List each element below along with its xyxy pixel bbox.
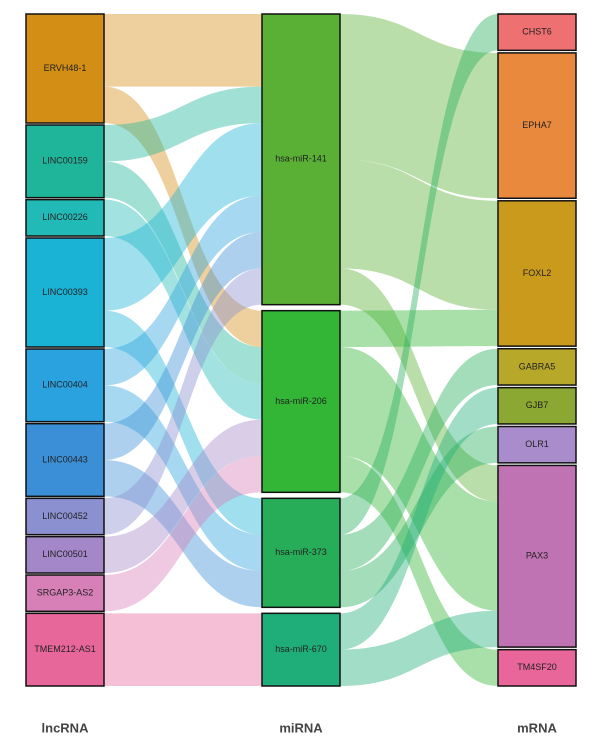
flow	[104, 456, 262, 612]
node-label: TM4SF20	[517, 662, 557, 672]
node	[261, 309, 341, 494]
node	[497, 464, 577, 648]
flow	[104, 460, 262, 608]
flow	[104, 385, 262, 571]
node-label: EPHA7	[522, 120, 552, 130]
node	[25, 574, 105, 613]
node	[497, 648, 577, 687]
node-label: LINC00452	[42, 511, 88, 521]
flow	[104, 123, 262, 311]
node-label: hsa-miR-670	[275, 644, 327, 654]
node-label: LINC00393	[42, 287, 88, 297]
flow	[340, 387, 498, 650]
node-label: TMEM212-AS1	[34, 644, 96, 654]
node	[25, 237, 105, 348]
nodes: ERVH48-1 LINC00159 LINC00226 LINC00393 LINC0…	[25, 13, 577, 687]
node	[25, 348, 105, 423]
node	[261, 497, 341, 609]
flow	[340, 14, 498, 199]
flow	[340, 610, 498, 686]
node-label: LINC00404	[42, 380, 88, 390]
node-label: LINC00159	[42, 156, 88, 166]
flow	[340, 268, 498, 502]
flow	[340, 14, 498, 535]
node-label: CHST6	[522, 27, 552, 37]
flow	[340, 347, 498, 611]
node	[497, 347, 577, 386]
node	[497, 13, 577, 52]
flow	[340, 348, 498, 571]
node	[497, 200, 577, 347]
flow	[104, 613, 262, 686]
node-label: FOXL2	[523, 268, 552, 278]
node-label: PAX3	[526, 551, 548, 561]
node	[261, 13, 341, 306]
node-label: GJB7	[526, 400, 549, 410]
node	[25, 422, 105, 498]
node	[25, 13, 105, 124]
node-label: ERVH48-1	[44, 63, 87, 73]
column-label: lncRNA	[42, 720, 90, 735]
node-label: hsa-miR-373	[275, 547, 327, 557]
node-label: hsa-miR-206	[275, 396, 327, 406]
node-label: hsa-miR-141	[275, 154, 327, 164]
node	[497, 425, 577, 464]
node-label: SRGAP3-AS2	[37, 588, 94, 598]
node	[497, 386, 577, 425]
node-label: OLR1	[525, 439, 549, 449]
node	[25, 535, 105, 574]
node	[261, 612, 341, 687]
node	[25, 124, 105, 199]
node-label: LINC00443	[42, 454, 88, 464]
flow	[104, 195, 262, 386]
node	[497, 52, 577, 199]
flow	[340, 456, 498, 686]
flow	[104, 14, 262, 87]
column-label: miRNA	[279, 720, 323, 735]
node	[25, 497, 105, 536]
flow	[104, 199, 262, 420]
flow	[104, 86, 262, 162]
node	[25, 198, 105, 237]
column-label: mRNA	[517, 720, 557, 735]
flow	[104, 310, 262, 535]
flow	[104, 232, 262, 460]
flow	[104, 419, 262, 573]
links	[104, 14, 498, 686]
flow	[340, 426, 498, 608]
flow	[104, 161, 262, 384]
flow	[104, 268, 262, 535]
flow	[340, 159, 498, 310]
node-label: GABRA5	[519, 361, 556, 371]
node-label: LINC00501	[42, 549, 88, 559]
node	[25, 612, 105, 687]
flow	[340, 309, 498, 347]
flow	[104, 86, 262, 348]
node-label: LINC00226	[42, 212, 88, 222]
